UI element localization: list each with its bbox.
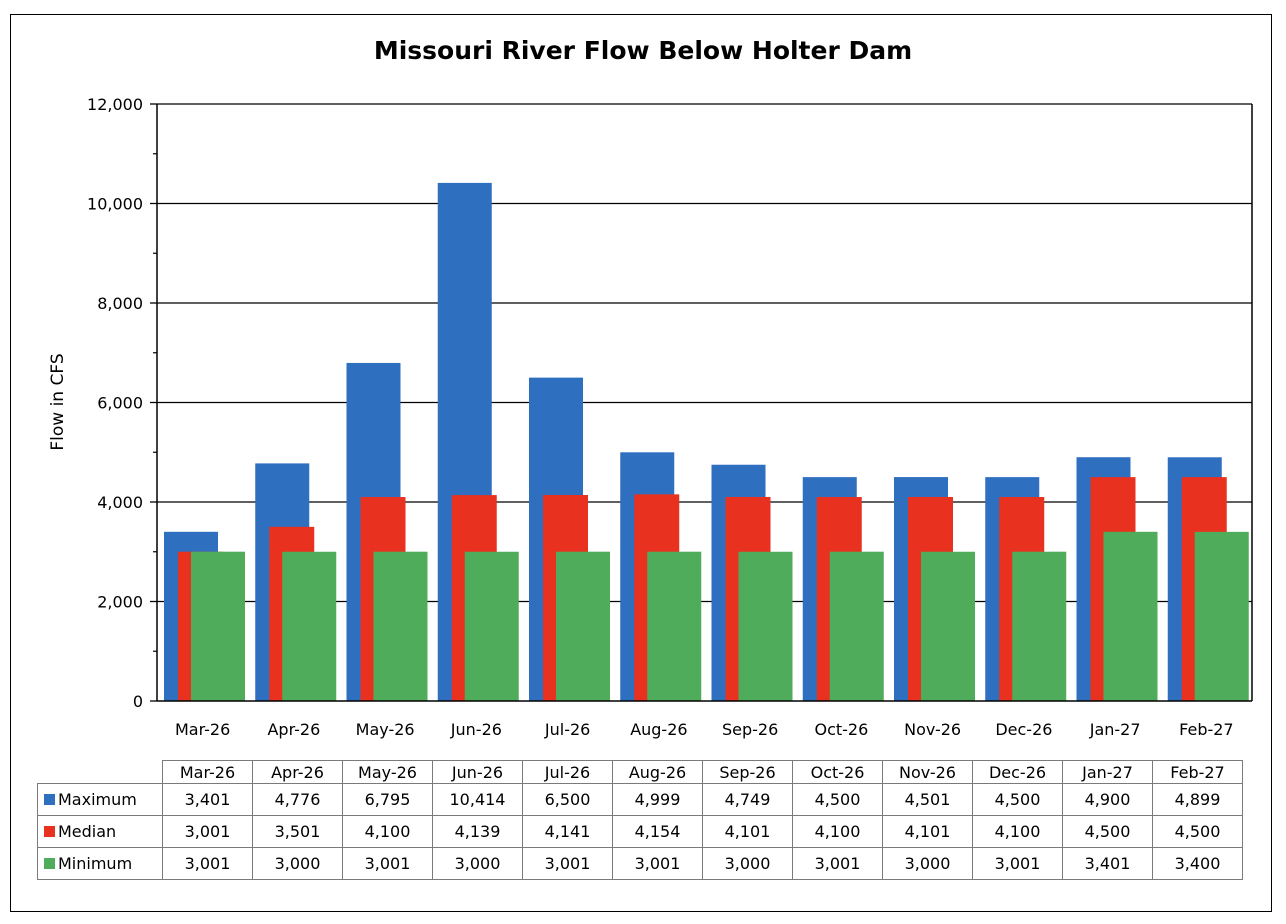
table-cell: 3,000 [702, 847, 793, 880]
legend-swatch [44, 826, 55, 837]
legend-label: Median [58, 822, 117, 841]
table-header-cell: Jan-27 [1062, 760, 1153, 784]
bar-minimum [282, 551, 337, 701]
table-header-cell: Nov-26 [882, 760, 973, 784]
bar-minimum [191, 551, 245, 701]
x-tick-label: Nov-26 [904, 720, 961, 739]
table-cell: 3,001 [162, 815, 253, 848]
table-cell: 4,500 [1062, 815, 1153, 848]
table-cell: 3,001 [162, 847, 253, 880]
x-tick-label: Jan-27 [1089, 720, 1141, 739]
table-cell: 4,999 [612, 783, 703, 816]
table-header-cell: Jul-26 [522, 760, 613, 784]
table-cell: 6,500 [522, 783, 613, 816]
bar-minimum [556, 551, 610, 701]
x-tick-label: Mar-26 [175, 720, 230, 739]
table-header-cell: Apr-26 [252, 760, 343, 784]
y-tick-label: 10,000 [87, 195, 143, 214]
chart-frame [10, 14, 1272, 912]
table-cell: 4,776 [252, 783, 343, 816]
table-cell: 3,400 [1152, 847, 1243, 880]
x-tick-label: Jun-26 [450, 720, 502, 739]
y-tick-label: 0 [133, 692, 143, 711]
bar-minimum [464, 551, 519, 701]
table-cell: 4,141 [522, 815, 613, 848]
table-cell: 4,749 [702, 783, 793, 816]
table-row: Median 3,001 3,501 4,100 4,139 4,141 4,154 4,10… [37, 815, 1243, 848]
bar-minimum [1012, 551, 1067, 701]
x-tick-label: Aug-26 [630, 720, 687, 739]
table-cell: 10,414 [432, 783, 523, 816]
table-header-cell: May-26 [342, 760, 433, 784]
table-cell: 4,100 [792, 815, 883, 848]
legend-entry: Maximum [37, 783, 163, 816]
bar-minimum [373, 551, 428, 701]
bar-minimum [738, 551, 793, 701]
table-row: Maximum 3,401 4,776 6,795 10,414 6,500 4,999 4,… [37, 783, 1243, 816]
table-cell: 3,001 [522, 847, 613, 880]
bar-minimum [1194, 531, 1249, 701]
table-cell: 3,501 [252, 815, 343, 848]
table-cell: 3,001 [972, 847, 1063, 880]
legend-label: Minimum [58, 854, 133, 873]
x-tick-label: Sep-26 [722, 720, 778, 739]
table-cell: 3,401 [162, 783, 253, 816]
table-cell: 4,100 [342, 815, 433, 848]
table-cell: 4,101 [702, 815, 793, 848]
table-header-cell: Sep-26 [702, 760, 793, 784]
table-cell: 3,001 [342, 847, 433, 880]
x-tick-label: Dec-26 [995, 720, 1052, 739]
table-header-row: Mar-26 Apr-26 May-26 Jun-26 Jul-26 Aug-26 Sep-… [38, 760, 1243, 784]
table-header-cell: Feb-27 [1152, 760, 1243, 784]
bar-minimum [647, 551, 702, 701]
table-cell: 4,500 [972, 783, 1063, 816]
legend-entry: Minimum [37, 847, 163, 880]
table-cell: 4,154 [612, 815, 703, 848]
data-table: Mar-26 Apr-26 May-26 Jun-26 Jul-26 Aug-26 Sep-… [37, 760, 1243, 880]
table-header-cell: Jun-26 [432, 760, 523, 784]
bar-minimum [921, 551, 975, 701]
table-cell: 3,000 [432, 847, 523, 880]
y-tick-label: 6,000 [97, 394, 143, 413]
table-corner [38, 761, 163, 784]
legend-entry: Median [37, 815, 163, 848]
table-header-cell: Aug-26 [612, 760, 703, 784]
table-cell: 4,139 [432, 815, 523, 848]
table-cell: 4,500 [792, 783, 883, 816]
table-row: Minimum 3,001 3,000 3,001 3,000 3,001 3,001 3,0… [37, 847, 1243, 880]
bar-minimum [829, 551, 884, 701]
table-cell: 3,000 [252, 847, 343, 880]
y-tick-label: 12,000 [87, 95, 143, 114]
x-tick-label: May-26 [356, 720, 415, 739]
table-cell: 4,501 [882, 783, 973, 816]
table-cell: 3,000 [882, 847, 973, 880]
table-cell: 4,899 [1152, 783, 1243, 816]
table-cell: 3,001 [792, 847, 883, 880]
y-tick-label: 2,000 [97, 593, 143, 612]
table-cell: 3,401 [1062, 847, 1153, 880]
x-tick-label: Jul-26 [544, 720, 590, 739]
table-cell: 4,100 [972, 815, 1063, 848]
x-tick-label: Oct-26 [814, 720, 868, 739]
y-tick-label: 8,000 [97, 294, 143, 313]
x-tick-label: Apr-26 [267, 720, 320, 739]
table-cell: 4,900 [1062, 783, 1153, 816]
y-tick-label: 4,000 [97, 493, 143, 512]
table-header-cell: Dec-26 [972, 760, 1063, 784]
table-cell: 4,500 [1152, 815, 1243, 848]
bar-minimum [1103, 531, 1158, 701]
legend-swatch [44, 794, 55, 805]
table-cell: 4,101 [882, 815, 973, 848]
table-header-cell: Mar-26 [162, 760, 253, 784]
legend-swatch [44, 858, 55, 869]
chart-title: Missouri River Flow Below Holter Dam [373, 36, 913, 65]
table-cell: 3,001 [612, 847, 703, 880]
table-header-cell: Oct-26 [792, 760, 883, 784]
legend-label: Maximum [58, 790, 137, 809]
table-cell: 6,795 [342, 783, 433, 816]
x-tick-label: Feb-27 [1179, 720, 1233, 739]
